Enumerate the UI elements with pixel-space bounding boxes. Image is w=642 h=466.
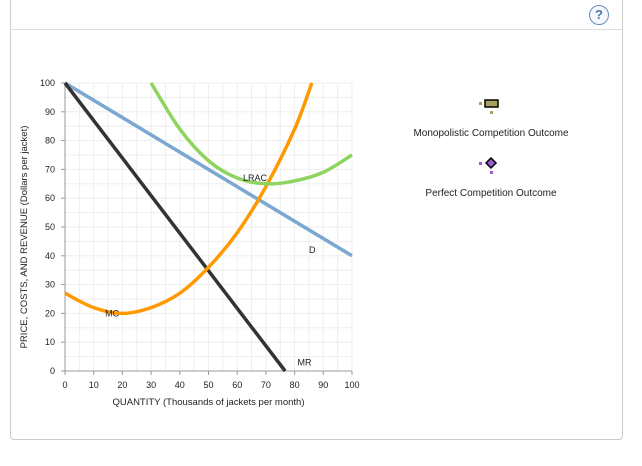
curve-label: D xyxy=(309,245,316,255)
x-tick-label: 50 xyxy=(203,380,213,390)
y-tick-label: 80 xyxy=(45,136,55,146)
legend-item-perfect[interactable]: Perfect Competition Outcome xyxy=(391,156,591,199)
rectangle-marker-icon xyxy=(479,99,499,114)
curve-d xyxy=(64,81,353,258)
x-tick-label: 20 xyxy=(117,380,127,390)
curve-label: MR xyxy=(297,357,311,367)
y-tick-label: 20 xyxy=(45,308,55,318)
legend-item-monopolistic[interactable]: Monopolistic Competition Outcome xyxy=(391,96,591,139)
x-tick-label: 30 xyxy=(146,380,156,390)
y-tick-label: 100 xyxy=(40,78,55,88)
diamond-marker-icon xyxy=(479,156,498,174)
x-tick-label: 80 xyxy=(290,380,300,390)
curve-label: LRAC xyxy=(243,173,268,183)
curve-lrac xyxy=(149,82,353,186)
x-tick-label: 60 xyxy=(232,380,242,390)
curve-mc xyxy=(64,82,314,316)
y-tick-label: 0 xyxy=(50,366,55,376)
curve-label: MC xyxy=(105,308,119,318)
y-tick-label: 30 xyxy=(45,280,55,290)
curve-mr xyxy=(63,81,287,373)
legend-label: Perfect Competition Outcome xyxy=(425,188,557,199)
x-tick-label: 40 xyxy=(175,380,185,390)
y-tick-label: 10 xyxy=(45,337,55,347)
x-tick-label: 90 xyxy=(318,380,328,390)
x-tick-label: 0 xyxy=(62,380,67,390)
y-tick-label: 90 xyxy=(45,107,55,117)
help-button[interactable]: ? xyxy=(589,5,609,25)
x-tick-label: 70 xyxy=(261,380,271,390)
x-tick-label: 10 xyxy=(89,380,99,390)
y-tick-label: 40 xyxy=(45,251,55,261)
y-tick-label: 50 xyxy=(45,222,55,232)
y-axis-label: PRICE, COSTS, AND REVENUE (Dollars per j… xyxy=(19,126,30,349)
y-tick-label: 60 xyxy=(45,193,55,203)
x-axis-label: QUANTITY (Thousands of jackets per month… xyxy=(112,397,304,408)
y-tick-label: 70 xyxy=(45,164,55,174)
legend-label: Monopolistic Competition Outcome xyxy=(413,128,569,139)
panel-frame xyxy=(10,0,623,440)
x-tick-label: 100 xyxy=(344,380,359,390)
header-divider xyxy=(10,29,622,30)
